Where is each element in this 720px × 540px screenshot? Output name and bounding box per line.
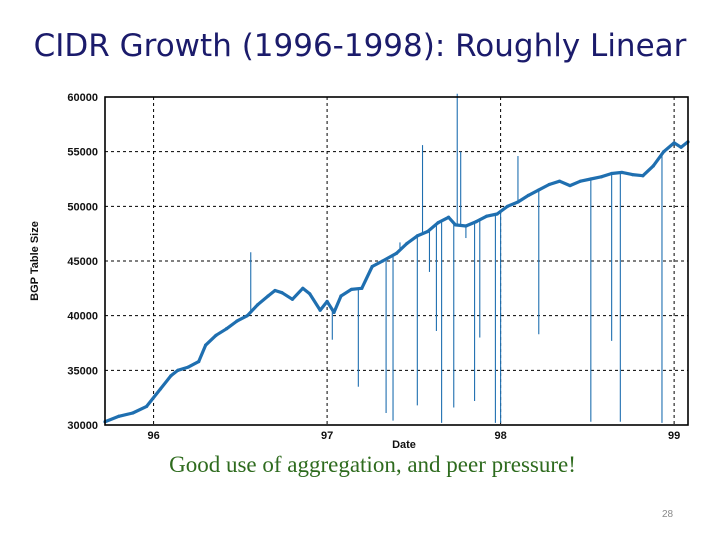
y-tick-label: 45000 [67, 256, 98, 268]
data-point [415, 234, 419, 238]
plot-frame [104, 96, 689, 426]
data-point [405, 241, 409, 246]
data-point [117, 414, 121, 418]
data-point [568, 183, 572, 188]
x-tick-label: 96 [147, 430, 159, 442]
data-point [662, 150, 666, 154]
data-point [453, 223, 458, 227]
data-point [599, 175, 603, 179]
data-point [578, 179, 583, 183]
data-point [620, 170, 624, 175]
data-point [370, 264, 374, 269]
data-layer [103, 93, 690, 424]
data-point [526, 193, 530, 197]
data-point [214, 333, 218, 337]
data-point [474, 220, 478, 224]
data-point [280, 291, 284, 295]
data-point [273, 288, 277, 293]
x-tick-label: 97 [321, 430, 333, 442]
data-point [485, 214, 489, 218]
slide-caption: Good use of aggregation, and peer pressu… [169, 452, 576, 477]
y-tick-label: 35000 [67, 365, 98, 377]
data-point [537, 188, 541, 192]
y-tick-label: 60000 [67, 92, 98, 104]
data-point [679, 145, 683, 149]
y-tick-label: 40000 [67, 311, 98, 323]
data-point [131, 411, 135, 415]
data-point [176, 368, 180, 372]
chart: 30000 35000 40000 45000 50000 55000 60000 96 97 9… [20, 86, 700, 452]
data-point [516, 200, 520, 204]
data-point [641, 174, 645, 178]
y-axis-label: BGP Table Size [29, 221, 41, 301]
x-tick-label: 98 [494, 430, 506, 442]
data-point [235, 319, 239, 323]
plot-background [105, 97, 688, 425]
y-tick-label: 55000 [67, 147, 98, 159]
y-tick-label: 50000 [67, 201, 98, 213]
data-point [394, 251, 399, 255]
data-point [256, 303, 260, 307]
data-point [547, 182, 551, 187]
data-point [266, 294, 270, 298]
data-point [318, 308, 322, 312]
data-point [464, 224, 468, 228]
slide-title: CIDR Growth (1996-1998): Roughly Linear [33, 28, 687, 64]
data-point [145, 404, 149, 409]
data-point [339, 294, 343, 298]
x-tick-label: 99 [668, 430, 680, 442]
data-point [325, 299, 329, 304]
data-point [589, 177, 593, 181]
tick-labels: 30000 35000 40000 45000 50000 55000 60000 96 97 9… [67, 92, 680, 442]
data-point [224, 327, 229, 331]
data-point [186, 365, 190, 369]
data-point [197, 359, 201, 364]
data-point [446, 215, 451, 219]
data-point [308, 292, 312, 296]
x-axis-label: Date [392, 439, 416, 451]
data-point [301, 286, 305, 290]
data-point [290, 297, 294, 301]
data-point [495, 212, 499, 216]
data-point [672, 141, 676, 145]
data-point [610, 171, 614, 176]
y-tick-label: 30000 [67, 420, 98, 432]
data-point [204, 343, 208, 347]
data-point [630, 173, 635, 177]
page-number: 28 [662, 509, 674, 520]
data-point [349, 287, 353, 292]
data-point [332, 310, 336, 314]
data-point [158, 387, 163, 391]
data-point [426, 229, 430, 234]
data-point [360, 286, 364, 290]
data-point [245, 314, 249, 318]
data-point [381, 259, 385, 263]
data-point [436, 221, 440, 225]
data-point [558, 179, 562, 183]
bgp-table-size-chart: 30000 35000 40000 45000 50000 55000 60000 96 97 9… [29, 92, 690, 451]
data-point [505, 204, 510, 208]
data-point [651, 164, 655, 168]
grid [105, 97, 688, 425]
data-point [169, 374, 173, 378]
